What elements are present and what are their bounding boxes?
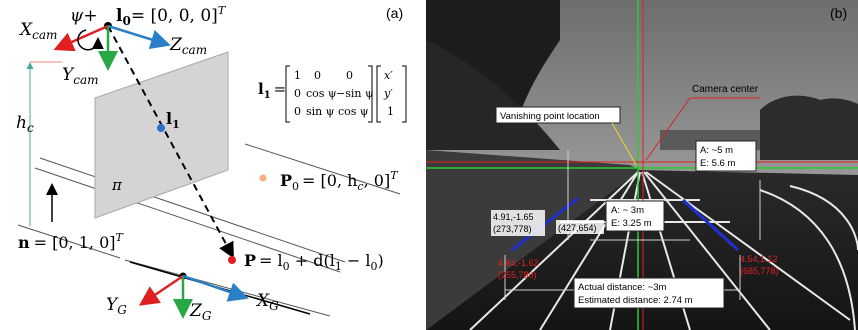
n-label: n = [0, 1, 0]T xyxy=(18,231,125,252)
svg-text:(685,778): (685,778) xyxy=(740,266,779,276)
y-g-label: YG xyxy=(106,295,127,317)
l0-label: l0= [0, 0, 0]T xyxy=(116,4,227,28)
image-plane xyxy=(94,51,229,219)
rotation-equation: l1 = 1 0 0 0 cos ψ −sin ψ 0 sin ψ cos ψ x… xyxy=(258,65,407,123)
l1-point xyxy=(157,124,165,132)
x-cam-label: Xcam xyxy=(18,20,57,42)
matrix-cell: sin ψ xyxy=(306,105,334,118)
matrix-cell: 0 xyxy=(346,69,353,82)
svg-text:A: ~ 3m: A: ~ 3m xyxy=(611,205,644,216)
vector-cell: y′ xyxy=(383,87,393,100)
svg-text:Vanishing point location: Vanishing point location xyxy=(500,111,600,122)
svg-text:A: ~5 m: A: ~5 m xyxy=(700,145,733,156)
x-cam-arrow xyxy=(53,24,109,52)
svg-text:Camera center: Camera center xyxy=(692,84,759,95)
x-g-arrow xyxy=(182,274,249,302)
matrix-cell: 0 xyxy=(314,69,321,82)
vector-cell: x′ xyxy=(384,69,393,82)
panel-b-label: (b) xyxy=(830,5,847,21)
z-cam-label: Zcam xyxy=(169,35,207,57)
svg-text:l1=: l1 = xyxy=(258,80,286,101)
psi-rotation-icon xyxy=(77,29,104,51)
svg-text:Estimated distance: 2.74 m: Estimated distance: 2.74 m xyxy=(578,295,693,306)
distance-box-3m: A: ~ 3m E: 3.25 m xyxy=(605,200,665,232)
matrix-cell: 1 xyxy=(294,69,301,82)
z-g-label: ZG xyxy=(189,301,212,323)
tree-right xyxy=(760,95,858,160)
svg-text:E: 5.6 m: E: 5.6 m xyxy=(700,158,735,169)
z-cam-arrow xyxy=(107,24,171,50)
p-label: P = l0 + d(l1 − l0) xyxy=(244,251,384,273)
lane-lines xyxy=(469,171,858,330)
matrix-cell: −sin ψ xyxy=(336,87,374,100)
lane-detection-right xyxy=(681,198,740,252)
annotation-mid-black: (427,654) xyxy=(556,220,604,234)
annotation-right-red: 4.54,1.12 (685,778) xyxy=(740,254,779,276)
panel-a: (a) π Xcam Zcam Ycam ψ+ l0= [0, 0, 0]T xyxy=(16,4,407,323)
matrix-cell: cos ψ xyxy=(306,87,337,100)
vanishing-point-callout: Vanishing point location xyxy=(495,106,637,166)
panel-b: (b) Vanishing point location Camera cent… xyxy=(426,0,858,330)
svg-text:Actual distance: ~3m: Actual distance: ~3m xyxy=(578,282,667,293)
matrix-cell: 0 xyxy=(294,87,301,100)
pi-label: π xyxy=(111,176,123,194)
distance-box-bottom: Actual distance: ~3m Estimated distance:… xyxy=(573,277,725,309)
p-point xyxy=(228,256,236,264)
annotation-left-red: 4.64,-1.62 (255,780) xyxy=(498,258,539,280)
psi-label: ψ+ xyxy=(70,6,98,26)
panel-a-label: (a) xyxy=(386,5,403,21)
hc-label: hc xyxy=(16,113,34,135)
svg-text:E: 3.25 m: E: 3.25 m xyxy=(611,218,652,229)
ray-line xyxy=(107,25,234,259)
x-g-label: XG xyxy=(255,291,279,313)
p0-point xyxy=(259,174,267,182)
p0-label: P0 = [0, hc, 0]T xyxy=(280,169,399,193)
y-g-arrow xyxy=(138,274,184,306)
svg-text:4.54,1.12: 4.54,1.12 xyxy=(740,254,778,264)
matrix-cell: cos ψ xyxy=(338,105,369,118)
svg-text:(273,778): (273,778) xyxy=(493,224,532,234)
l1-label: l1 xyxy=(166,109,180,131)
matrix-cell: 0 xyxy=(294,105,301,118)
y-cam-label: Ycam xyxy=(62,65,99,87)
distance-box-5m: A: ~5 m E: 5.6 m xyxy=(695,140,757,172)
svg-text:4.91,-1.65: 4.91,-1.65 xyxy=(493,212,534,222)
svg-text:4.64,-1.62: 4.64,-1.62 xyxy=(498,258,539,268)
svg-text:(255,780): (255,780) xyxy=(498,270,537,280)
grass-bank xyxy=(426,150,640,330)
camera-center-callout: Camera center xyxy=(645,84,760,161)
annotation-left-black: 4.91,-1.65 (273,778) xyxy=(491,210,545,236)
svg-text:(427,654): (427,654) xyxy=(558,223,597,233)
vector-cell: 1 xyxy=(387,105,394,118)
